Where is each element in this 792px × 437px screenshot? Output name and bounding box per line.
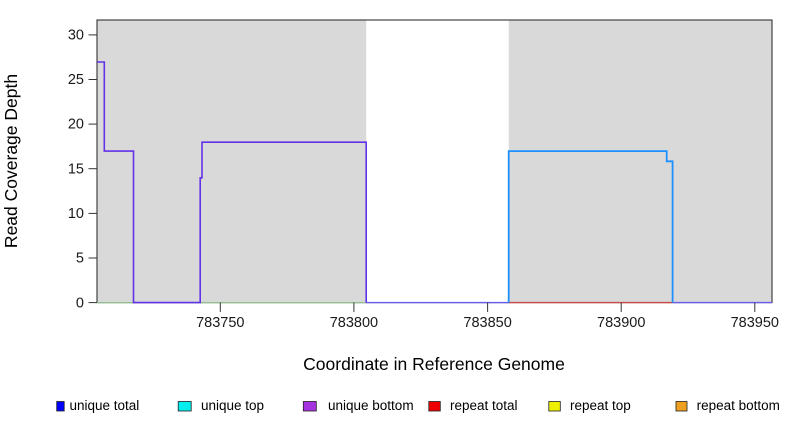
svg-text:30: 30 [68,27,84,43]
svg-text:5: 5 [76,251,84,267]
svg-text:unique total: unique total [70,398,140,413]
svg-text:repeat top: repeat top [570,398,631,413]
svg-text:repeat bottom: repeat bottom [697,398,780,413]
svg-text:783900: 783900 [597,315,645,331]
svg-text:10: 10 [68,206,84,222]
svg-text:unique bottom: unique bottom [328,398,414,413]
svg-text:783750: 783750 [196,315,244,331]
svg-text:783800: 783800 [330,315,378,331]
svg-text:20: 20 [68,117,84,133]
svg-text:unique top: unique top [201,398,264,413]
svg-text:25: 25 [68,72,84,88]
svg-text:783850: 783850 [463,315,511,331]
svg-text:repeat total: repeat total [450,398,518,413]
svg-text:0: 0 [76,296,84,312]
svg-text:Read Coverage Depth: Read Coverage Depth [1,74,21,248]
svg-text:783950: 783950 [731,315,779,331]
svg-text:Coordinate in Reference Genome: Coordinate in Reference Genome [303,354,565,374]
svg-text:15: 15 [68,161,84,177]
